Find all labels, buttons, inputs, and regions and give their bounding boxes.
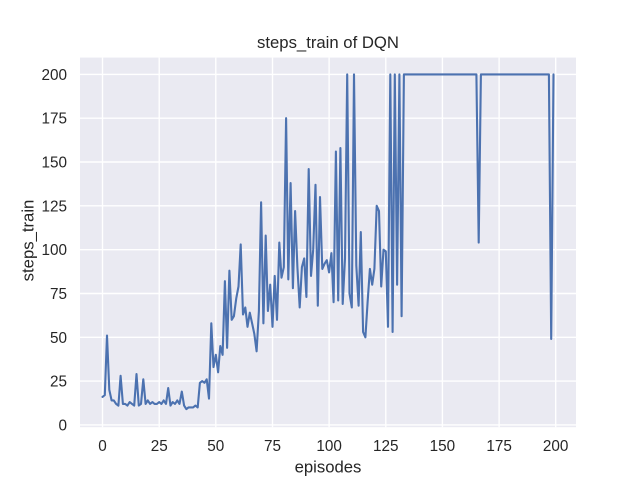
svg-text:0: 0 — [98, 438, 107, 455]
svg-text:200: 200 — [41, 67, 67, 84]
svg-text:150: 150 — [430, 438, 456, 455]
svg-text:25: 25 — [151, 438, 168, 455]
svg-text:25: 25 — [50, 374, 67, 391]
svg-text:175: 175 — [486, 438, 512, 455]
svg-text:100: 100 — [316, 438, 342, 455]
svg-text:125: 125 — [373, 438, 399, 455]
svg-text:100: 100 — [41, 242, 67, 259]
svg-text:75: 75 — [264, 438, 281, 455]
svg-text:steps_train of DQN: steps_train of DQN — [257, 33, 399, 52]
svg-text:75: 75 — [50, 286, 67, 303]
svg-text:50: 50 — [207, 438, 224, 455]
svg-text:125: 125 — [41, 198, 67, 215]
svg-text:50: 50 — [50, 330, 67, 347]
svg-text:episodes: episodes — [295, 458, 362, 477]
svg-text:150: 150 — [41, 155, 67, 172]
svg-text:steps_train: steps_train — [19, 200, 38, 282]
svg-text:175: 175 — [41, 111, 67, 128]
svg-text:200: 200 — [543, 438, 569, 455]
svg-text:0: 0 — [58, 417, 67, 434]
